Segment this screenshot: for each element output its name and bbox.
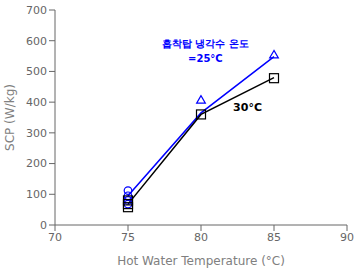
svg-text:700: 700: [26, 4, 47, 17]
svg-text:=25°C: =25°C: [188, 53, 223, 64]
svg-text:200: 200: [26, 157, 47, 170]
svg-text:400: 400: [26, 96, 47, 109]
svg-text:0: 0: [40, 219, 47, 232]
svg-text:SCP (W/kg): SCP (W/kg): [8, 84, 17, 151]
svg-text:흡착탑 냉각수 온도: 흡착탑 냉각수 온도: [162, 38, 249, 49]
svg-text:300: 300: [26, 127, 47, 140]
svg-text:90: 90: [340, 231, 354, 244]
svg-text:75: 75: [121, 231, 135, 244]
svg-text:70: 70: [48, 231, 62, 244]
svg-text:85: 85: [267, 231, 281, 244]
svg-text:Hot Water Temperature (°C): Hot Water Temperature (°C): [117, 254, 285, 268]
svg-text:600: 600: [26, 35, 47, 48]
svg-text:500: 500: [26, 65, 47, 78]
svg-text:80: 80: [194, 231, 208, 244]
svg-text:100: 100: [26, 188, 47, 201]
svg-text:30°C: 30°C: [233, 101, 262, 114]
